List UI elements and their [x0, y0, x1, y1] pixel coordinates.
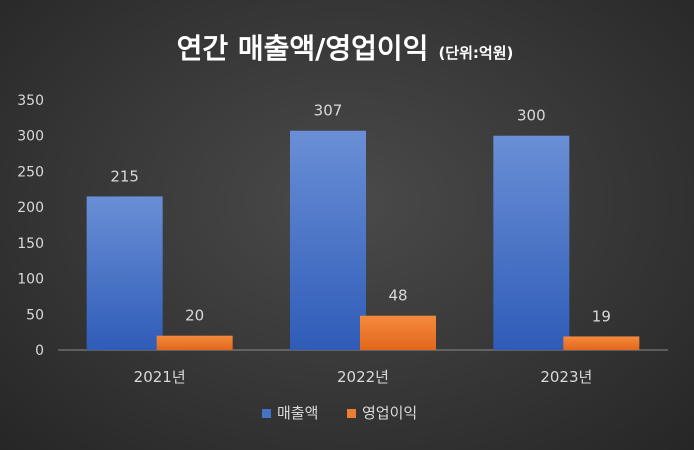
bar-operating-profit	[563, 336, 640, 350]
y-tick-label: 200	[17, 200, 44, 216]
bar-operating-profit	[156, 335, 233, 350]
data-label: 19	[592, 307, 611, 325]
x-axis: 2021년 2022년 2023년	[134, 368, 593, 386]
legend-label: 매출액	[277, 404, 318, 422]
data-labels: 215 20 307 48 300 19	[110, 102, 611, 326]
bars	[86, 130, 640, 350]
chart-subtitle: (단위:억원)	[438, 44, 513, 62]
chart-title-main: 연간 매출액/영업이익	[177, 32, 429, 65]
y-tick-label: 150	[17, 236, 44, 252]
data-label: 20	[185, 307, 204, 325]
bar-revenue	[290, 130, 366, 350]
y-tick-label: 100	[17, 272, 44, 288]
legend-swatch	[262, 409, 271, 418]
data-label: 215	[110, 167, 139, 185]
data-label: 48	[388, 287, 407, 305]
legend-swatch	[347, 409, 356, 418]
y-tick-label: 0	[35, 343, 44, 359]
y-axis: 0 50 100 150 200 250 300 350	[17, 93, 44, 359]
y-tick-label: 250	[17, 164, 44, 180]
bar-operating-profit	[360, 315, 436, 350]
y-tick-label: 300	[17, 129, 44, 145]
x-tick-label: 2022년	[337, 368, 389, 386]
bar-revenue	[86, 196, 163, 350]
legend-label: 영업이익	[362, 404, 417, 422]
y-tick-label: 350	[17, 93, 44, 109]
data-label: 307	[314, 102, 343, 120]
y-tick-label: 50	[26, 307, 44, 323]
x-tick-label: 2021년	[134, 368, 186, 386]
legend: 매출액 영업이익	[262, 404, 417, 422]
bar-revenue	[493, 135, 570, 350]
chart-title: 연간 매출액/영업이익 (단위:억원)	[177, 32, 514, 65]
x-tick-label: 2023년	[540, 368, 592, 386]
data-label: 300	[517, 107, 546, 125]
